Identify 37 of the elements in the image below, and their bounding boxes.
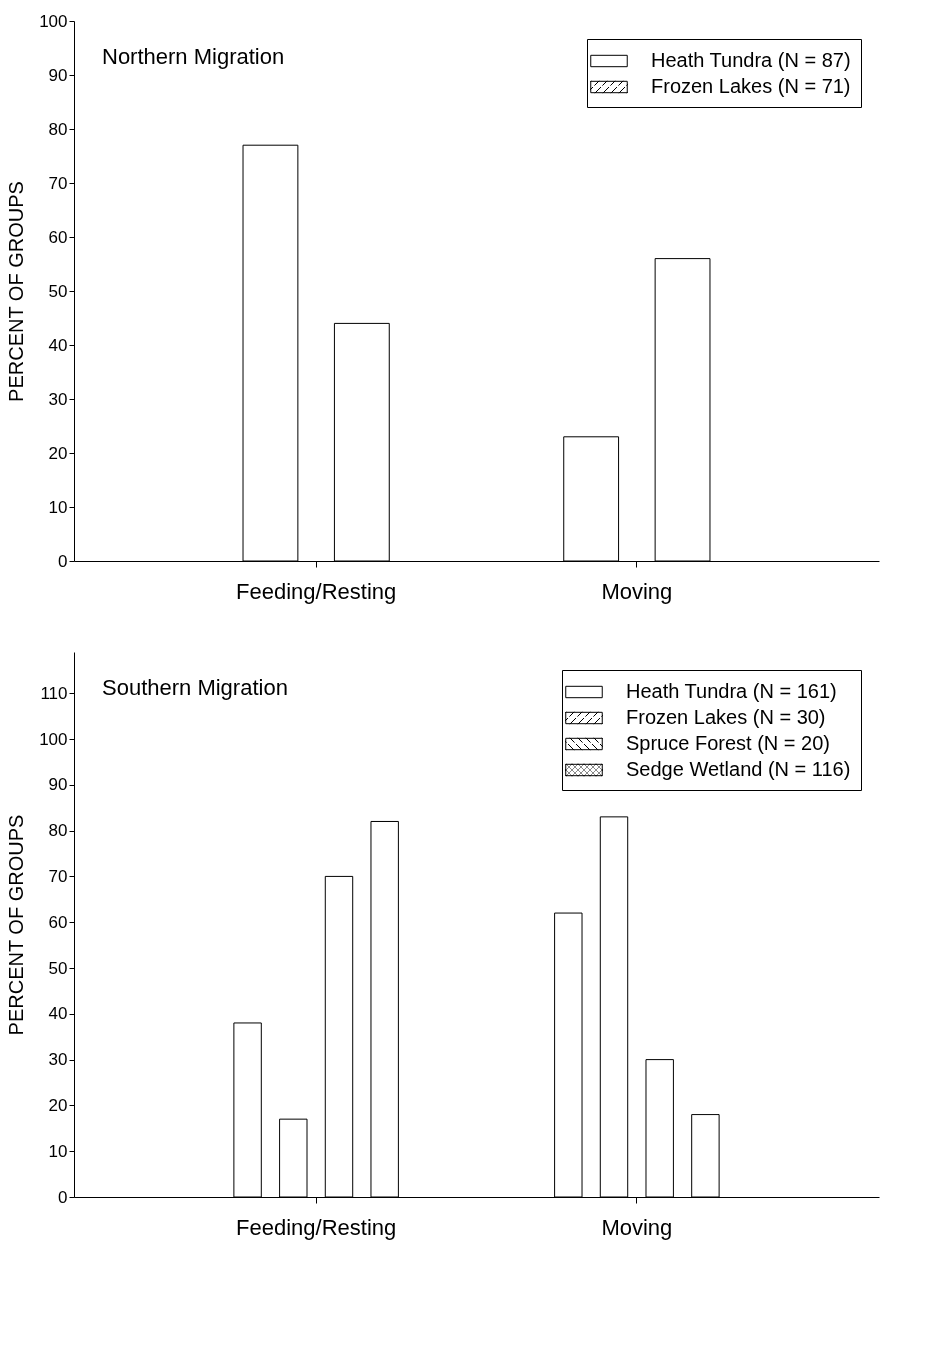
y-tick-label: 70 <box>48 866 68 886</box>
x-tick-label: Feeding/Resting <box>236 578 397 604</box>
y-tick-label: 10 <box>48 497 68 517</box>
y-tick-label: 50 <box>48 281 68 301</box>
y-tick-label: 10 <box>48 1141 68 1161</box>
y-tick-label: 100 <box>39 729 68 749</box>
y-tick-label: 70 <box>48 173 68 193</box>
legend-label: Spruce Forest (N = 20) <box>626 732 830 754</box>
y-tick-label: 40 <box>48 335 68 355</box>
y-tick-label: 110 <box>40 683 68 703</box>
legend-label: Frozen Lakes (N = 71) <box>651 75 851 97</box>
y-tick-label: 60 <box>48 912 68 932</box>
y-tick-label: 0 <box>58 551 68 571</box>
y-tick-label: 50 <box>48 958 68 978</box>
legend-label: Heath Tundra (N = 161) <box>626 680 837 702</box>
x-tick-label: Moving <box>601 1214 673 1240</box>
y-tick-label: 30 <box>48 389 68 409</box>
legend-label: Frozen Lakes (N = 30) <box>626 706 826 728</box>
y-tick-label: 30 <box>48 1050 68 1070</box>
y-tick-label: 20 <box>48 443 68 463</box>
y-tick-label: 60 <box>48 227 68 247</box>
legend-label: Sedge Wetland (N = 116) <box>626 758 851 780</box>
text: Northern Migration <box>102 44 285 69</box>
y-axis-title: PERCENT OF GROUPS <box>5 814 28 1036</box>
y-tick-label: 20 <box>48 1095 68 1115</box>
y-tick-label: 80 <box>48 119 68 139</box>
y-tick-label: 90 <box>48 775 68 795</box>
y-tick-label: 90 <box>48 65 68 85</box>
y-axis-title: PERCENT OF GROUPS <box>5 181 28 402</box>
legend-label: Heath Tundra (N = 87) <box>651 49 851 71</box>
y-tick-label: 0 <box>58 1187 68 1207</box>
y-tick-label: 40 <box>48 1004 68 1024</box>
y-tick-label: 100 <box>39 11 68 31</box>
x-tick-label: Feeding/Resting <box>236 1214 397 1240</box>
text: Southern Migration <box>102 675 288 700</box>
y-tick-label: 80 <box>48 821 68 841</box>
x-tick-label: Moving <box>601 578 673 604</box>
